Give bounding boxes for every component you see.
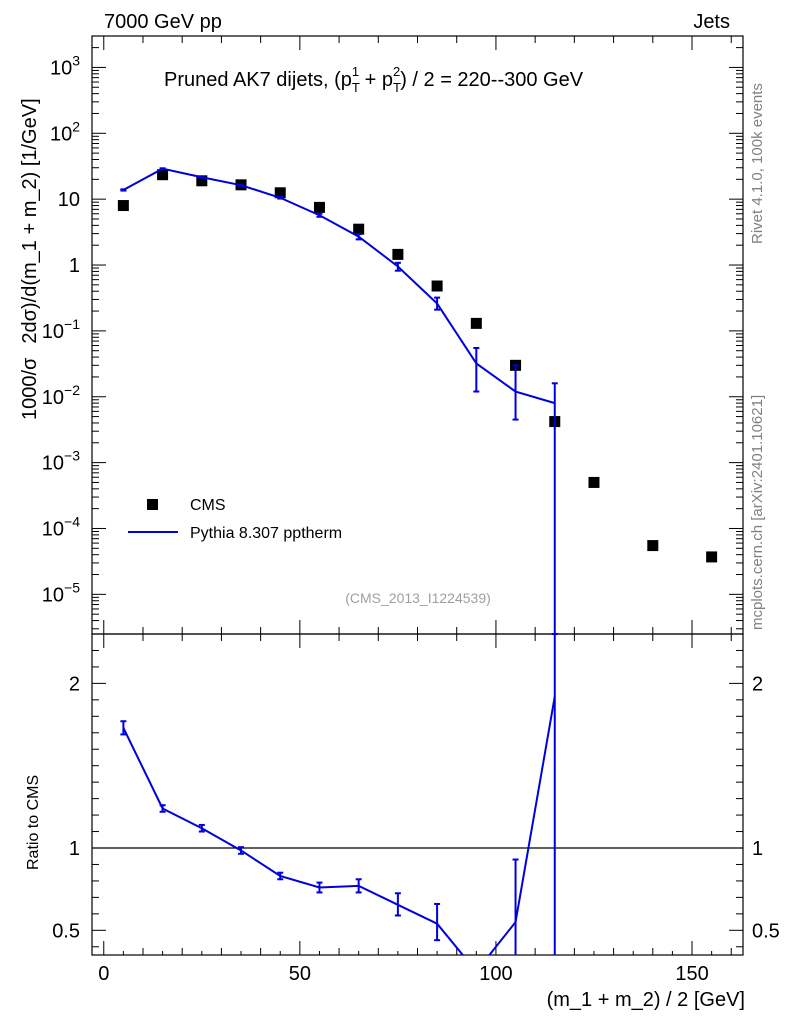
legend-pythia-label: Pythia 8.307 pptherm [190,525,342,542]
ratio-axis-ticks: 0 50 100 150 0.5 0.5 1 1 2 2 [52,634,780,985]
cms-data-point [647,540,659,552]
x-tick-label: 100 [479,963,512,985]
x-tick-label: 150 [675,963,708,985]
legend-cms-marker [147,499,158,510]
main-panel-frame [91,35,744,635]
cms-data-point [392,248,404,260]
cms-data-point [431,280,443,292]
ratio-y-tick-label-left: 1 [69,838,80,860]
ratio-y-tick-label-right: 2 [752,673,763,695]
y-tick-label: 10−2 [42,382,80,409]
pythia-series-line [122,167,556,405]
ratio-y-axis-label: Ratio to CMS [25,775,42,870]
ratio-series-line [122,696,556,955]
cms-data-point [274,187,286,199]
ratio-y-tick-label-left: 2 [69,673,80,695]
cms-data-point [706,551,718,563]
legend-cms-label: CMS [190,497,226,514]
analysis-id-annotation: (CMS_2013_I1224539) [345,590,491,606]
y-tick-label: 102 [50,118,80,145]
y-tick-label: 10−3 [42,448,80,475]
header-right-label: Jets [693,11,730,33]
x-tick-label: 0 [98,963,109,985]
ratio-y-tick-label-left: 0.5 [52,920,80,942]
header-left-label: 7000 GeV pp [104,11,222,33]
cms-data-point [353,223,365,235]
y-tick-label: 1 [69,255,80,277]
mcplots-source-label: mcplots.cern.ch [arXiv:2401.10621] [749,395,766,630]
y-tick-label: 103 [50,52,80,79]
main-data-marks [117,167,718,635]
y-tick-label: 10−4 [42,513,80,540]
cms-data-point [157,169,169,181]
main-y-axis-label: 1000/σ2dσ)/d(m_1 + m_2) [1/GeV] [19,98,41,420]
cms-data-point [588,476,600,488]
cms-data-point [313,201,325,213]
main-plot-title: Pruned AK7 dijets, (pT1 + pT2) / 2 = 220… [164,64,584,95]
rivet-version-label: Rivet 4.1.0, 100k events [749,83,766,244]
cms-data-point [196,175,208,187]
x-tick-label: 50 [289,963,311,985]
y-tick-label: 10−1 [42,316,80,343]
ratio-y-tick-label-right: 0.5 [752,920,780,942]
ratio-panel-frame [91,633,744,956]
y-tick-label: 10 [58,189,80,211]
x-axis-label: (m_1 + m_2) / 2 [GeV] [547,989,745,1011]
ratio-data-marks [120,634,556,955]
cms-data-point [470,317,482,329]
y-tick-label: 10−5 [42,579,80,606]
ratio-y-tick-label-right: 1 [752,838,763,860]
cms-data-point [117,200,129,212]
